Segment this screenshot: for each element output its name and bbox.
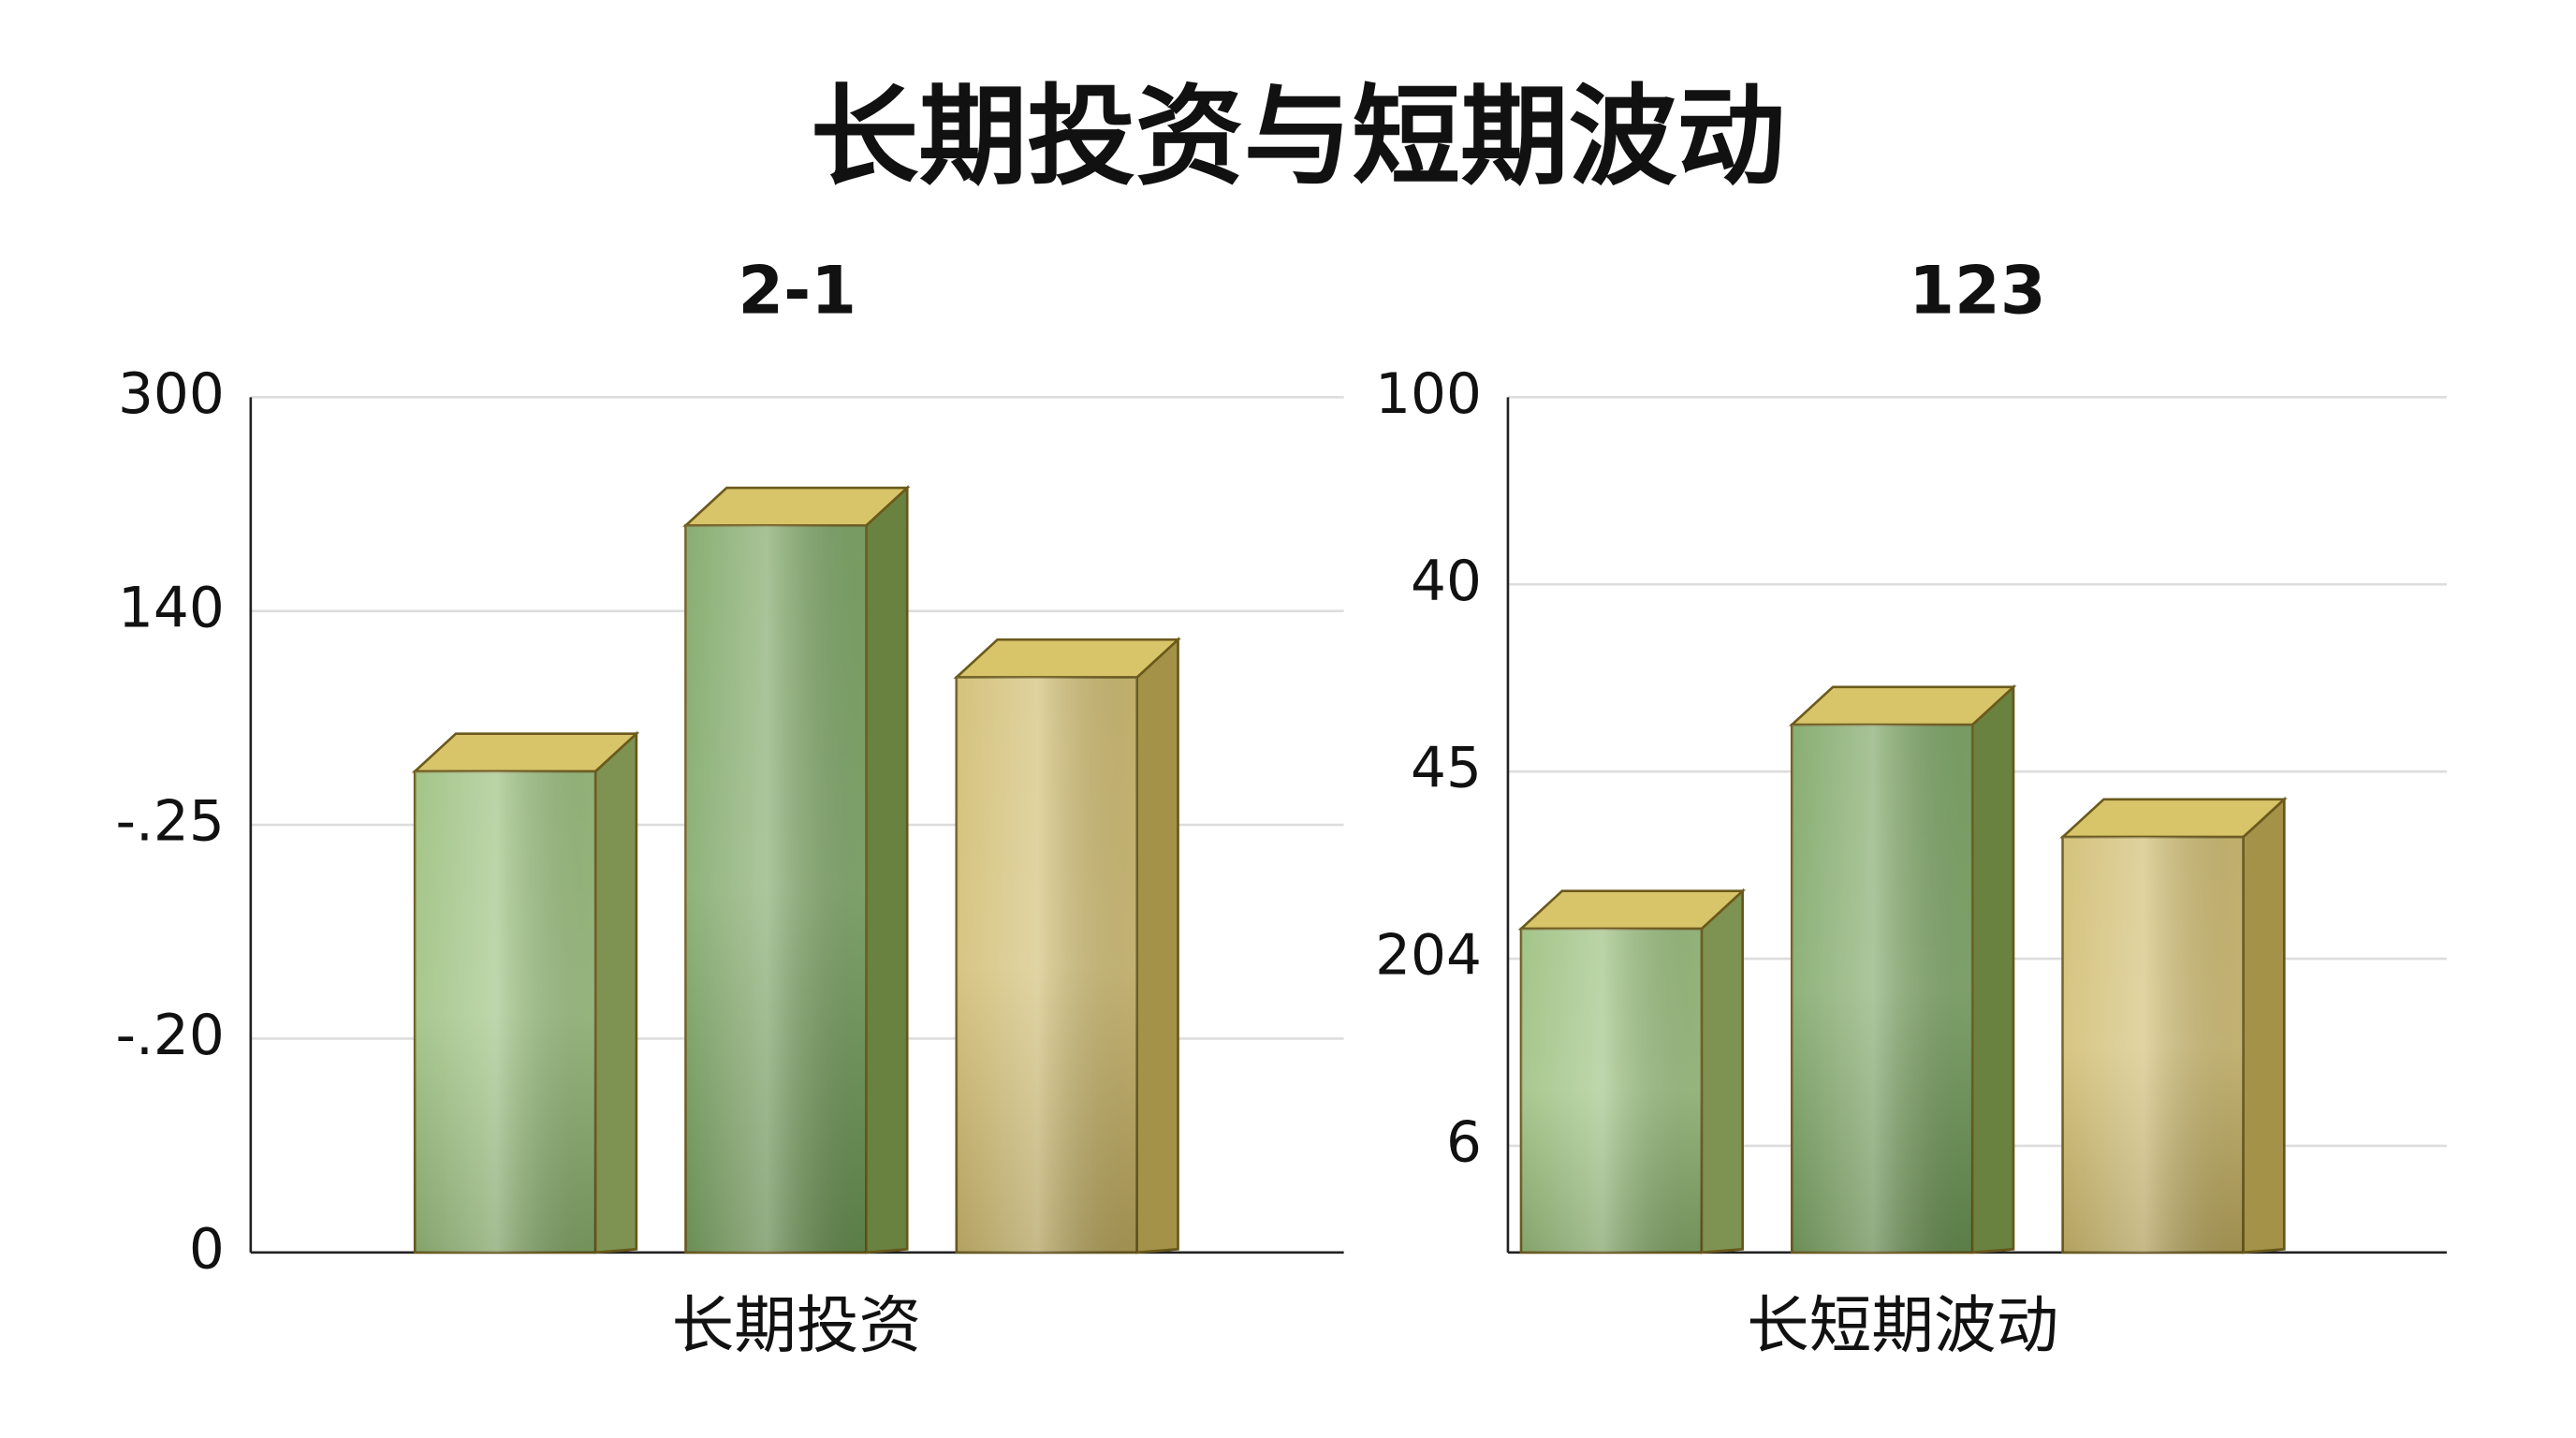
- y-tick-label: 40: [1411, 550, 1482, 614]
- y-tick-label: 45: [1411, 737, 1482, 801]
- y-tick-label: 140: [118, 576, 225, 640]
- bar-front-gloss: [415, 771, 596, 1253]
- bar-top: [953, 638, 1181, 679]
- bar-side-shade: [2243, 799, 2285, 1253]
- bar-front-gloss: [956, 677, 1137, 1253]
- bar-top: [1517, 889, 1747, 931]
- y-tick-label: 204: [1375, 924, 1482, 989]
- bar-front-gloss: [685, 525, 867, 1253]
- bar-top: [1788, 685, 2017, 726]
- bar: [1788, 683, 2017, 1255]
- bar: [2059, 796, 2288, 1255]
- y-tick-label: 300: [118, 362, 225, 427]
- bar-front-gloss: [1792, 725, 1973, 1253]
- bar-side-shade: [1136, 639, 1178, 1253]
- subplot-title: 123: [1909, 253, 2045, 330]
- bar-front-gloss: [1520, 929, 1702, 1253]
- y-tick-label: 100: [1375, 362, 1482, 427]
- bar: [953, 637, 1181, 1255]
- bar-top: [2059, 798, 2288, 839]
- bar-top: [411, 732, 640, 773]
- x-tick-label: 长短期波动: [1747, 1288, 2058, 1361]
- x-tick-label: 长期投资: [672, 1288, 922, 1361]
- y-tick-label: 0: [189, 1217, 225, 1282]
- bar-side-shade: [1701, 890, 1743, 1253]
- main-title: 长期投资与短期波动: [811, 75, 1785, 200]
- y-tick-label: -.20: [115, 1004, 224, 1068]
- bar-side-shade: [866, 488, 908, 1253]
- bar-side-shade: [1972, 686, 2014, 1253]
- bar-top: [682, 486, 911, 527]
- bar: [682, 485, 911, 1255]
- y-tick-label: 6: [1446, 1111, 1482, 1176]
- bar-front-gloss: [2062, 837, 2244, 1253]
- y-tick-label: -.25: [115, 790, 224, 855]
- bar: [411, 730, 640, 1255]
- bar: [1517, 888, 1747, 1255]
- bar-side-shade: [595, 733, 637, 1253]
- subplot-title: 2-1: [738, 253, 856, 330]
